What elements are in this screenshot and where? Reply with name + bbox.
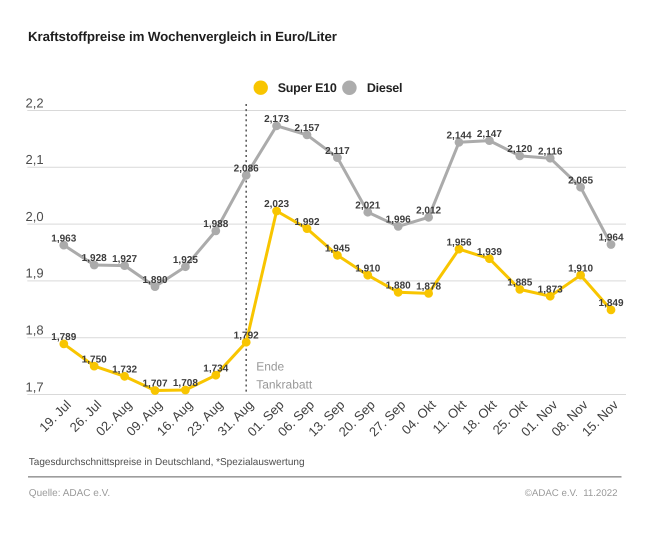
svg-text:1,9: 1,9 — [26, 266, 44, 281]
svg-text:1,928: 1,928 — [82, 253, 107, 264]
svg-text:Ende: Ende — [256, 360, 284, 374]
svg-text:2,117: 2,117 — [325, 146, 350, 157]
svg-text:2,173: 2,173 — [264, 114, 289, 125]
svg-text:1,878: 1,878 — [416, 282, 441, 293]
svg-text:1,873: 1,873 — [538, 284, 563, 295]
svg-text:1,8: 1,8 — [26, 323, 44, 338]
svg-text:1,849: 1,849 — [598, 298, 623, 309]
svg-text:2,147: 2,147 — [477, 129, 502, 140]
svg-text:2,086: 2,086 — [234, 164, 259, 175]
svg-text:©ADAC e.V. 11.2022: ©ADAC e.V. 11.2022 — [525, 488, 618, 499]
svg-text:1,963: 1,963 — [51, 233, 76, 244]
svg-text:1,880: 1,880 — [386, 281, 411, 292]
svg-text:1,707: 1,707 — [142, 379, 167, 390]
svg-text:1,792: 1,792 — [234, 330, 259, 341]
svg-text:2,120: 2,120 — [507, 144, 532, 155]
svg-text:2,0: 2,0 — [26, 209, 44, 224]
svg-text:1,964: 1,964 — [598, 233, 623, 244]
svg-text:Tankrabatt: Tankrabatt — [256, 377, 313, 391]
svg-text:1,925: 1,925 — [173, 255, 198, 266]
svg-text:Super E10: Super E10 — [278, 81, 337, 95]
svg-text:1,7: 1,7 — [26, 379, 44, 394]
svg-text:1,988: 1,988 — [203, 219, 228, 230]
svg-text:1,734: 1,734 — [203, 363, 228, 374]
svg-text:Quelle: ADAC e.V.: Quelle: ADAC e.V. — [29, 488, 110, 499]
svg-text:1,750: 1,750 — [82, 354, 107, 365]
svg-text:1,789: 1,789 — [51, 332, 76, 343]
svg-text:2,157: 2,157 — [294, 123, 319, 134]
svg-text:1,910: 1,910 — [568, 263, 593, 274]
svg-text:2,116: 2,116 — [538, 146, 563, 157]
svg-text:2,023: 2,023 — [264, 199, 289, 210]
svg-text:1,910: 1,910 — [355, 263, 380, 274]
svg-text:Diesel: Diesel — [367, 81, 402, 95]
svg-text:1,732: 1,732 — [112, 365, 137, 376]
svg-text:1,945: 1,945 — [325, 244, 350, 255]
svg-text:2,2: 2,2 — [26, 95, 44, 110]
svg-text:1,992: 1,992 — [294, 217, 319, 228]
svg-text:2,012: 2,012 — [416, 206, 441, 217]
svg-text:2,021: 2,021 — [355, 200, 380, 211]
svg-text:2,065: 2,065 — [568, 175, 593, 186]
svg-text:1,890: 1,890 — [142, 275, 167, 286]
svg-text:1,939: 1,939 — [477, 247, 502, 258]
svg-text:Tagesdurchschnittspreise in De: Tagesdurchschnittspreise in Deutschland,… — [29, 457, 305, 468]
svg-text:1,708: 1,708 — [173, 378, 198, 389]
svg-text:1,956: 1,956 — [446, 237, 471, 248]
svg-text:2,144: 2,144 — [446, 131, 471, 142]
svg-text:Kraftstoffpreise im Wochenverg: Kraftstoffpreise im Wochenvergleich in E… — [28, 29, 337, 44]
svg-text:2,1: 2,1 — [26, 152, 44, 167]
svg-text:1,885: 1,885 — [507, 278, 532, 289]
svg-text:1,996: 1,996 — [386, 215, 411, 226]
svg-text:1,927: 1,927 — [112, 254, 137, 265]
